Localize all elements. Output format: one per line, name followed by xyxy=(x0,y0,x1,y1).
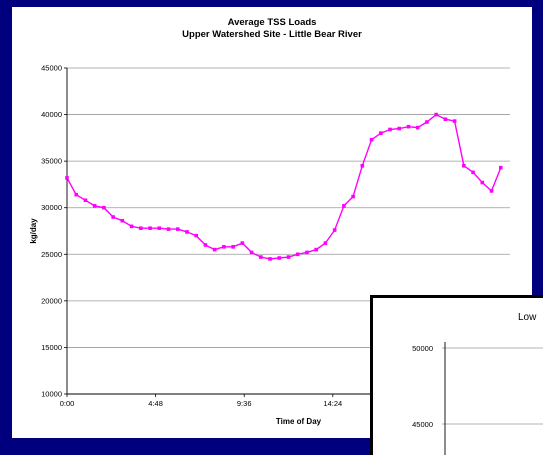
data-point xyxy=(166,227,171,231)
y-tick-label: 10000 xyxy=(41,390,62,399)
data-point xyxy=(314,247,318,252)
y-tick-label: 45000 xyxy=(41,64,62,73)
series-line xyxy=(66,113,502,260)
data-point xyxy=(268,257,272,261)
x-tick-label: 14:24 xyxy=(323,399,342,408)
x-tick-label: 9:36 xyxy=(237,399,252,408)
data-point xyxy=(157,226,162,231)
data-point xyxy=(452,119,457,123)
inset-line-chart: 50000 45000 xyxy=(412,342,543,455)
data-point xyxy=(332,228,337,232)
data-point xyxy=(249,250,254,255)
y-tick-label: 30000 xyxy=(41,203,62,212)
data-point xyxy=(102,205,106,210)
data-point xyxy=(342,204,346,208)
data-point xyxy=(498,165,503,170)
y-tick-label: 15000 xyxy=(41,343,62,352)
data-point xyxy=(434,112,438,117)
data-point xyxy=(286,255,291,259)
data-point xyxy=(480,180,485,185)
data-point xyxy=(129,224,134,229)
data-point xyxy=(148,226,152,231)
data-point xyxy=(397,126,402,131)
inset-chart-area: Low 50000 45000 xyxy=(373,298,543,455)
y-tick-label: 40000 xyxy=(41,110,62,119)
x-tick-label: 4:48 xyxy=(148,399,163,408)
data-point xyxy=(406,124,411,129)
data-point xyxy=(111,215,115,219)
data-point xyxy=(185,230,189,234)
data-point xyxy=(74,192,79,197)
data-point xyxy=(259,255,263,259)
data-point xyxy=(351,194,355,199)
inset-y-tick-label: 50000 xyxy=(412,344,433,353)
data-point xyxy=(222,245,226,249)
data-point xyxy=(212,247,217,252)
inset-chart-title: Low xyxy=(518,312,537,323)
data-point xyxy=(378,131,383,135)
y-tick-label: 25000 xyxy=(41,250,62,259)
data-point xyxy=(471,170,475,175)
data-point xyxy=(92,204,97,208)
data-point xyxy=(231,245,235,249)
data-point xyxy=(194,233,199,238)
data-point xyxy=(369,137,374,142)
data-point xyxy=(175,227,180,231)
y-axis-title: kg/day xyxy=(29,218,38,244)
y-tick-label: 20000 xyxy=(41,296,62,305)
x-tick-label: 0:00 xyxy=(60,399,75,408)
data-point xyxy=(83,198,88,203)
data-point xyxy=(489,189,494,193)
x-axis-title: Time of Day xyxy=(276,417,322,426)
data-point xyxy=(295,252,300,257)
y-tick-label: 35000 xyxy=(41,157,62,166)
data-point xyxy=(462,164,466,168)
data-point xyxy=(240,241,245,245)
inset-y-tick-label: 45000 xyxy=(412,420,433,429)
data-point xyxy=(425,120,429,124)
data-point xyxy=(360,164,365,168)
data-point xyxy=(65,176,69,180)
chart-title: Average TSS Loads xyxy=(227,17,317,28)
chart-subtitle: Upper Watershed Site - Little Bear River xyxy=(182,29,362,40)
chart-panel: Average TSS Loads Upper Watershed Site -… xyxy=(12,7,532,438)
data-point xyxy=(388,127,392,132)
data-point xyxy=(323,241,328,245)
data-point xyxy=(203,243,208,247)
data-point xyxy=(139,226,143,231)
inset-chart-panel: Low 50000 45000 xyxy=(370,295,543,455)
data-point xyxy=(443,117,448,122)
data-point xyxy=(305,250,309,255)
data-point xyxy=(120,218,125,223)
data-point xyxy=(277,256,282,260)
tss-line-chart: 10000 15000 20000 25000 30000 35000 40000 45000… xyxy=(29,64,510,426)
data-point xyxy=(415,125,420,130)
